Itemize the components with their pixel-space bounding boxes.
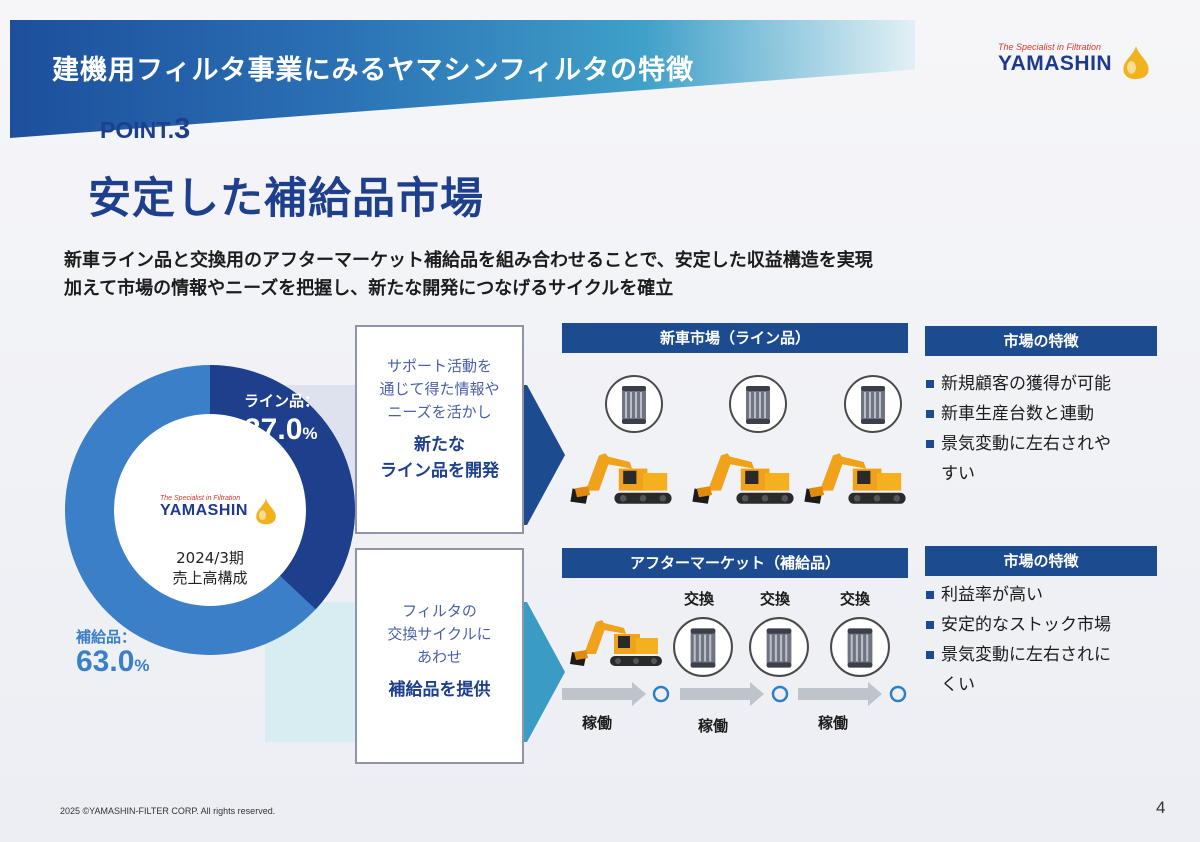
donut-center-line-1: 2024/3期 xyxy=(176,549,244,567)
box-top-line-1: サポート活動を xyxy=(386,357,492,375)
box-top-line-3: ニーズを活かし xyxy=(387,403,492,421)
line-share-name: ライン品： xyxy=(244,393,320,410)
features-bottom-item: 利益率が高い xyxy=(925,580,1175,610)
exchange-label: 交換 xyxy=(684,590,715,608)
excavator-icon xyxy=(688,440,798,517)
operation-label: 稼働 xyxy=(698,717,729,735)
logo-drop-icon xyxy=(1118,40,1154,84)
logo-center-tagline: The Specialist in Filtration xyxy=(160,495,241,502)
donut-center-line-2: 売上高構成 xyxy=(172,569,248,587)
supply-share-unit: % xyxy=(134,656,150,675)
exchange-label: 交換 xyxy=(840,590,871,608)
operation-label: 稼働 xyxy=(818,714,849,732)
features-bottom-list: 利益率が高い 安定的なストック市場 景気変動に左右されに くい xyxy=(925,580,1175,700)
page-title: 安定した補給品市場 xyxy=(88,174,484,224)
header-title: 建機用フィルタ事業にみるヤマシンフィルタの特徴 xyxy=(52,55,695,86)
features-top-list: 新規顧客の獲得が可能 新車生産台数と連動 景気変動に左右されや すい xyxy=(925,369,1175,489)
point-number: 3 xyxy=(174,113,191,145)
lead-line-1: 新車ライン品と交換用のアフターマーケット補給品を組み合わせることで、安定した収益… xyxy=(64,250,873,271)
supply-share-label: 補給品： 63.0% xyxy=(76,626,150,679)
excavator-icon xyxy=(800,440,910,517)
supply-share-value: 63.0 xyxy=(76,645,135,678)
features-bottom-title: 市場の特徴 xyxy=(925,546,1157,576)
new-car-market-title: 新車市場（ライン品） xyxy=(562,323,908,353)
point-label: POINT.3 xyxy=(100,113,190,146)
filter-bubble-icon xyxy=(829,616,891,678)
features-top-title: 市場の特徴 xyxy=(925,326,1157,356)
box-bottom-line-2: 交換サイクルに xyxy=(387,625,492,643)
filter-bubble-icon xyxy=(672,616,734,678)
features-top-item: 新規顧客の獲得が可能 xyxy=(925,369,1175,399)
point-prefix: POINT. xyxy=(100,117,175,143)
excavator-icon xyxy=(566,440,676,517)
logo-center: The Specialist in Filtration YAMASHIN xyxy=(160,495,248,520)
box-top-strong-2: ライン品を開発 xyxy=(380,461,499,481)
line-share-value: 37.0 xyxy=(244,413,303,446)
exchange-label: 交換 xyxy=(760,590,791,608)
operation-label: 稼働 xyxy=(582,714,613,732)
box-bottom-strong: 補給品を提供 xyxy=(388,680,491,700)
logo-name: YAMASHIN xyxy=(998,52,1113,75)
box-new-development: サポート活動を 通じて得た情報や ニーズを活かし 新たな ライン品を開発 xyxy=(355,325,524,534)
box-supply: フィルタの 交換サイクルに あわせ 補給品を提供 xyxy=(355,548,524,764)
features-bottom-item: 景気変動に左右されに xyxy=(925,640,1175,670)
copyright: 2025 ©YAMASHIN-FILTER CORP. All rights r… xyxy=(60,806,276,816)
logo-center-drop-icon xyxy=(252,494,280,528)
features-bottom-item: 安定的なストック市場 xyxy=(925,610,1175,640)
features-top-item-cont: すい xyxy=(941,464,975,484)
logo-center-name: YAMASHIN xyxy=(160,502,248,519)
features-top-item: 新車生産台数と連動 xyxy=(925,399,1175,429)
features-top-item: 景気変動に左右されや xyxy=(925,429,1175,459)
operation-flow xyxy=(562,682,907,706)
logo-top: The Specialist in Filtration YAMASHIN xyxy=(998,42,1112,76)
donut-center-text: 2024/3期 売上高構成 xyxy=(140,548,280,588)
filter-bubble-icon xyxy=(843,374,903,434)
box-top-strong-1: 新たな xyxy=(414,435,465,455)
lead-line-2: 加えて市場の情報やニーズを把握し、新たな開発につなげるサイクルを確立 xyxy=(64,278,674,299)
line-share-label: ライン品： 37.0% xyxy=(244,390,319,447)
logo-tagline: The Specialist in Filtration xyxy=(998,42,1102,52)
composition-donut xyxy=(60,360,360,660)
line-share-unit: % xyxy=(302,424,318,443)
box-bottom-line-1: フィルタの xyxy=(402,602,477,620)
filter-bubble-icon xyxy=(604,374,664,434)
filter-bubble-icon xyxy=(728,374,788,434)
features-bottom-item-cont: くい xyxy=(941,675,975,695)
box-bottom-line-3: あわせ xyxy=(416,648,462,666)
supply-share-name: 補給品： xyxy=(76,629,137,646)
box-top-line-2: 通じて得た情報や xyxy=(379,380,500,398)
aftermarket-title: アフターマーケット（補給品） xyxy=(562,548,908,578)
excavator-icon xyxy=(566,608,666,678)
filter-bubble-icon xyxy=(748,616,810,678)
page-number: 4 xyxy=(1156,798,1166,817)
